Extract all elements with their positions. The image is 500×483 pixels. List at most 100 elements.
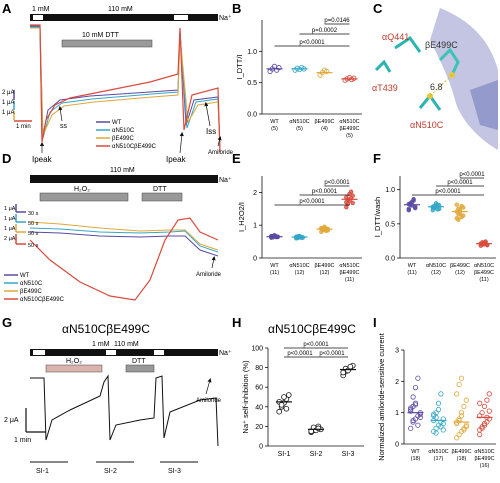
iss-arrow [204, 101, 211, 127]
legend-a-label-3: αN510CβE499C [112, 144, 157, 150]
data-point-i-1-12 [435, 400, 442, 406]
y-tick-label-b-0: 0.0 [247, 112, 257, 119]
y-tick-label-b-2: 1.0 [247, 49, 257, 56]
data-point-i-2-4 [463, 422, 469, 428]
trace-double [30, 24, 221, 153]
panel-letter-e: E [232, 151, 241, 166]
na-bar-low [33, 15, 43, 20]
data-point-i-2-12 [458, 375, 465, 381]
na-bar-g-low-2 [106, 350, 116, 355]
scale-y1-label: 2 μA [2, 90, 14, 96]
scale-d-y-label-0: 1 μA [4, 206, 16, 212]
data-point-e-3-8 [348, 189, 354, 194]
y-axis-label-e: I_H2O2/I [237, 202, 246, 232]
x-label-i-1-0: αN510C [428, 449, 448, 455]
data-point-b-3-4 [351, 75, 357, 81]
data-point-i-3-8 [484, 397, 490, 403]
data-point-e-3-10 [344, 195, 349, 200]
sig-label-h-2: p<0.0001 [319, 351, 345, 357]
amiloride-a-arrow [217, 135, 222, 147]
bar-g-left-label: 1 mM [92, 341, 110, 348]
x-label-b-3-0: αN510C [339, 119, 359, 125]
data-point-h-0-6 [278, 402, 285, 408]
trace-g [30, 374, 219, 447]
panel-a: A 1 mM 110 mM Na⁺ 10 mM DTT 2 μA 1 μA 1 … [2, 1, 234, 164]
panel-g: G αN510CβE499C 1 mM 110 mM Na⁺ H₂O₂ DTT … [2, 315, 232, 475]
sig-label-e-1: p<0.0001 [312, 189, 338, 195]
x-label-h-0: SI-1 [278, 451, 291, 458]
data-point-h-2-8 [347, 363, 354, 370]
data-point-i-2-7 [458, 410, 465, 416]
na-g-label: Na⁺ [219, 349, 232, 357]
amiloride-d-label: Amiloride [196, 272, 222, 278]
y-tick-label-e-2: 2 [253, 190, 257, 197]
iss-label: Iss [206, 127, 216, 136]
data-point-f-0-9 [413, 205, 418, 211]
x-count-b-2: (4) [321, 126, 328, 132]
legend-d-label-1: αN510C [20, 281, 43, 287]
data-point-i-2-11 [456, 381, 462, 388]
x-label-h-1: SI-2 [310, 451, 323, 458]
legend-d-label-0: WT [20, 273, 30, 279]
sig-label-b-2: p<0.0001 [299, 40, 325, 46]
data-point-e-1-9 [300, 235, 305, 240]
data-point-i-0-11 [410, 394, 416, 400]
x-label-f-3-0: αN510C [474, 263, 494, 269]
x-count-e-3: (11) [345, 277, 355, 283]
data-point-i-0-10 [408, 408, 414, 414]
panel-letter-c: C [373, 1, 383, 16]
na-bar-g [30, 349, 218, 356]
x-label-h-2: SI-3 [342, 451, 355, 458]
y-tick-label-h-4: 80 [255, 365, 263, 372]
x-label-e-2-0: βE499C [315, 263, 335, 269]
x-count-i-3: (16) [480, 463, 490, 469]
data-point-i-0-14 [417, 414, 423, 420]
x-label-i-0-0: WT [411, 449, 420, 455]
label-distance: 6.8 [430, 82, 443, 92]
data-point-h-0-8 [283, 405, 290, 412]
si-2-label: SI-2 [104, 468, 117, 475]
data-point-i-0-15 [408, 405, 414, 411]
dtt-bar-g [125, 364, 155, 373]
data-point-i-0-7 [412, 400, 419, 406]
scale-d-y-label-2: 1 μA [4, 226, 16, 232]
x-count-b-1: (5) [296, 126, 303, 132]
data-point-b-2-3 [324, 68, 330, 74]
data-point-e-3-9 [350, 200, 355, 206]
panel-letter-f: F [373, 151, 381, 166]
scale-d-x-label-1: 50 s [28, 221, 39, 227]
sig-label-b-0: p=0.0146 [324, 18, 350, 24]
label-t439: αT439 [372, 83, 398, 93]
y-axis-label-i: Normalized amiloride-sensitive current [377, 332, 386, 460]
data-point-b-0-4 [276, 65, 282, 71]
si-1-label: SI-1 [36, 468, 49, 475]
panel-g-title: αN510CβE499C [62, 322, 150, 336]
bar-mid-label: 110 mM [108, 6, 133, 13]
data-point-f-0-5 [406, 207, 411, 213]
scale-d-y-label-1: 1 μA [4, 216, 16, 222]
legend-a-label-1: αN510C [112, 128, 135, 134]
bar-d-label: 110 mM [110, 167, 135, 174]
data-point-i-3-12 [481, 421, 488, 427]
h2o2-g-label: H₂O₂ [66, 358, 82, 365]
scatter-f: 0.00.51.0I_DTT/washWT(11)αN510C(12)βE499… [373, 172, 496, 283]
data-point-i-0-17 [412, 402, 419, 408]
na-bar-low-2 [174, 15, 188, 20]
y-tick-label-h-5: 100 [251, 346, 263, 353]
scatter-b: 0.00.51.0I_DTT/IWT(5)αN510C(5)βE499C(4)α… [235, 18, 362, 139]
scale-d-x-label-2: 50 s [28, 231, 39, 237]
na-bar [30, 14, 218, 21]
y-tick-label-f-2: 1.0 [385, 187, 395, 194]
panel-letter-i: I [373, 315, 377, 330]
ss-arrow [58, 105, 63, 122]
residue-t439 [374, 59, 392, 73]
panel-c: C αQ441 βE499C αT439 6.8 αN510C [372, 1, 498, 150]
amiloride-g-arrow [205, 377, 212, 395]
y-tick-label-f-1: 0.5 [385, 221, 395, 228]
panel-letter-d: D [2, 151, 11, 166]
ipeak-right-label: Ipeak [166, 155, 187, 164]
y-tick-label-h-0: 0 [259, 444, 263, 451]
x-count-f-3: (11) [479, 277, 489, 283]
data-point-i-3-9 [486, 391, 492, 397]
x-label-e-3-0: αN510C [339, 263, 359, 269]
